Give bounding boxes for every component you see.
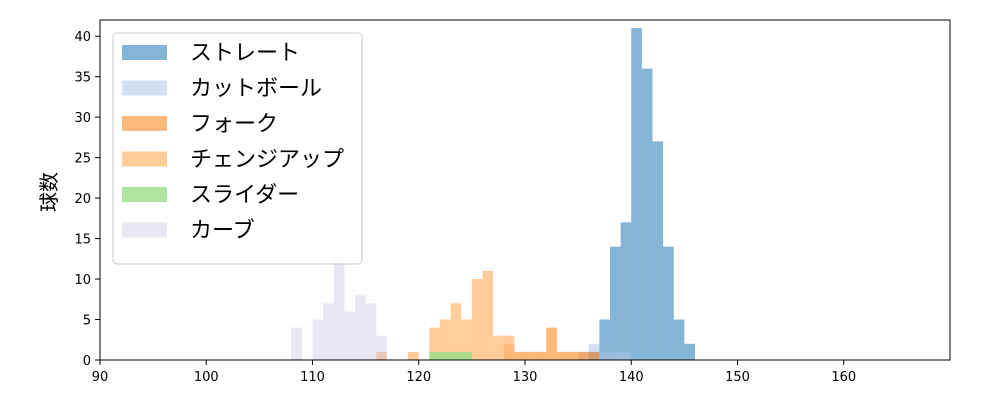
bar-series-3 (567, 351, 579, 360)
x-tick-label: 140 (619, 370, 644, 385)
bar-series-4 (440, 351, 451, 360)
legend-swatch (122, 116, 167, 131)
bar-series-0 (652, 141, 664, 360)
bar-series-3 (556, 351, 568, 360)
bar-series-3 (461, 319, 472, 360)
legend-swatch (122, 222, 167, 238)
bars-layer (291, 28, 695, 361)
bar-series-3 (546, 351, 557, 360)
legend-swatch (122, 187, 167, 202)
y-tick-label: 20 (74, 192, 91, 207)
bar-series-3 (482, 270, 494, 360)
bar-series-4 (429, 351, 440, 360)
bar-series-2 (578, 351, 589, 360)
bar-series-0 (620, 222, 632, 360)
bar-series-3 (493, 335, 504, 360)
bar-series-5 (323, 303, 334, 360)
legend-label: カットボール (190, 77, 322, 102)
x-tick-label: 90 (92, 370, 109, 385)
y-tick-label: 10 (74, 273, 91, 288)
bar-series-5 (365, 303, 377, 360)
bar-series-0 (641, 68, 653, 361)
y-tick-label: 30 (74, 111, 91, 126)
bar-series-5 (355, 295, 366, 360)
bar-series-3 (535, 351, 547, 360)
axes-layer: 90 100 110 120 130 140 150 160 0 5 10 15 20 25 30 35 40 (74, 19, 951, 385)
x-tick-label: 110 (300, 370, 325, 385)
y-tick-label: 15 (74, 233, 91, 248)
y-tick-label: 35 (74, 71, 91, 86)
bar-series-4 (450, 351, 462, 360)
bar-series-1 (620, 351, 632, 360)
bar-series-2 (546, 327, 557, 360)
bar-series-1 (599, 351, 610, 360)
legend-swatch (122, 151, 167, 167)
bar-series-3 (525, 351, 536, 360)
legend-label: スライダー (190, 183, 299, 208)
legend-label: フォーク (190, 112, 278, 137)
bar-series-3 (503, 335, 515, 360)
x-tick-label: 100 (194, 370, 219, 385)
bar-series-4 (461, 351, 472, 360)
bar-series-3 (440, 319, 451, 360)
bar-series-3 (450, 303, 462, 360)
y-tick-label: 5 (83, 314, 91, 329)
bar-series-0 (684, 343, 695, 360)
bar-series-2 (588, 351, 600, 360)
legend-swatch (122, 80, 167, 96)
legend-box (112, 32, 363, 265)
legend-label: ストレート (190, 41, 300, 66)
bar-series-5 (376, 335, 387, 360)
x-tick-label: 150 (725, 370, 750, 385)
legend-label: カーブ (190, 219, 255, 244)
bar-series-5 (291, 327, 302, 360)
x-tick-label: 120 (406, 370, 431, 385)
bar-series-5 (344, 311, 355, 360)
bar-series-3 (429, 327, 440, 360)
y-axis-label: 球数 (37, 172, 61, 212)
bar-series-0 (599, 319, 610, 360)
y-tick-label: 40 (74, 30, 91, 45)
x-tick-label: 130 (513, 370, 538, 385)
bar-series-0 (631, 28, 642, 360)
bar-series-5 (312, 319, 324, 360)
y-tick-label: 25 (74, 152, 91, 167)
bar-series-0 (610, 246, 621, 360)
bar-series-3 (514, 351, 525, 360)
bar-series-3 (408, 351, 419, 360)
bar-series-0 (673, 319, 685, 360)
legend-swatch (122, 45, 167, 60)
bar-series-5 (333, 254, 345, 360)
bar-series-1 (610, 351, 621, 360)
x-tick-label: 160 (831, 370, 856, 385)
y-tick-label: 0 (83, 354, 91, 369)
bar-series-3 (471, 279, 483, 360)
bar-series-0 (663, 246, 674, 360)
bar-series-3 (376, 351, 387, 360)
legend-label: チェンジアップ (190, 148, 344, 173)
